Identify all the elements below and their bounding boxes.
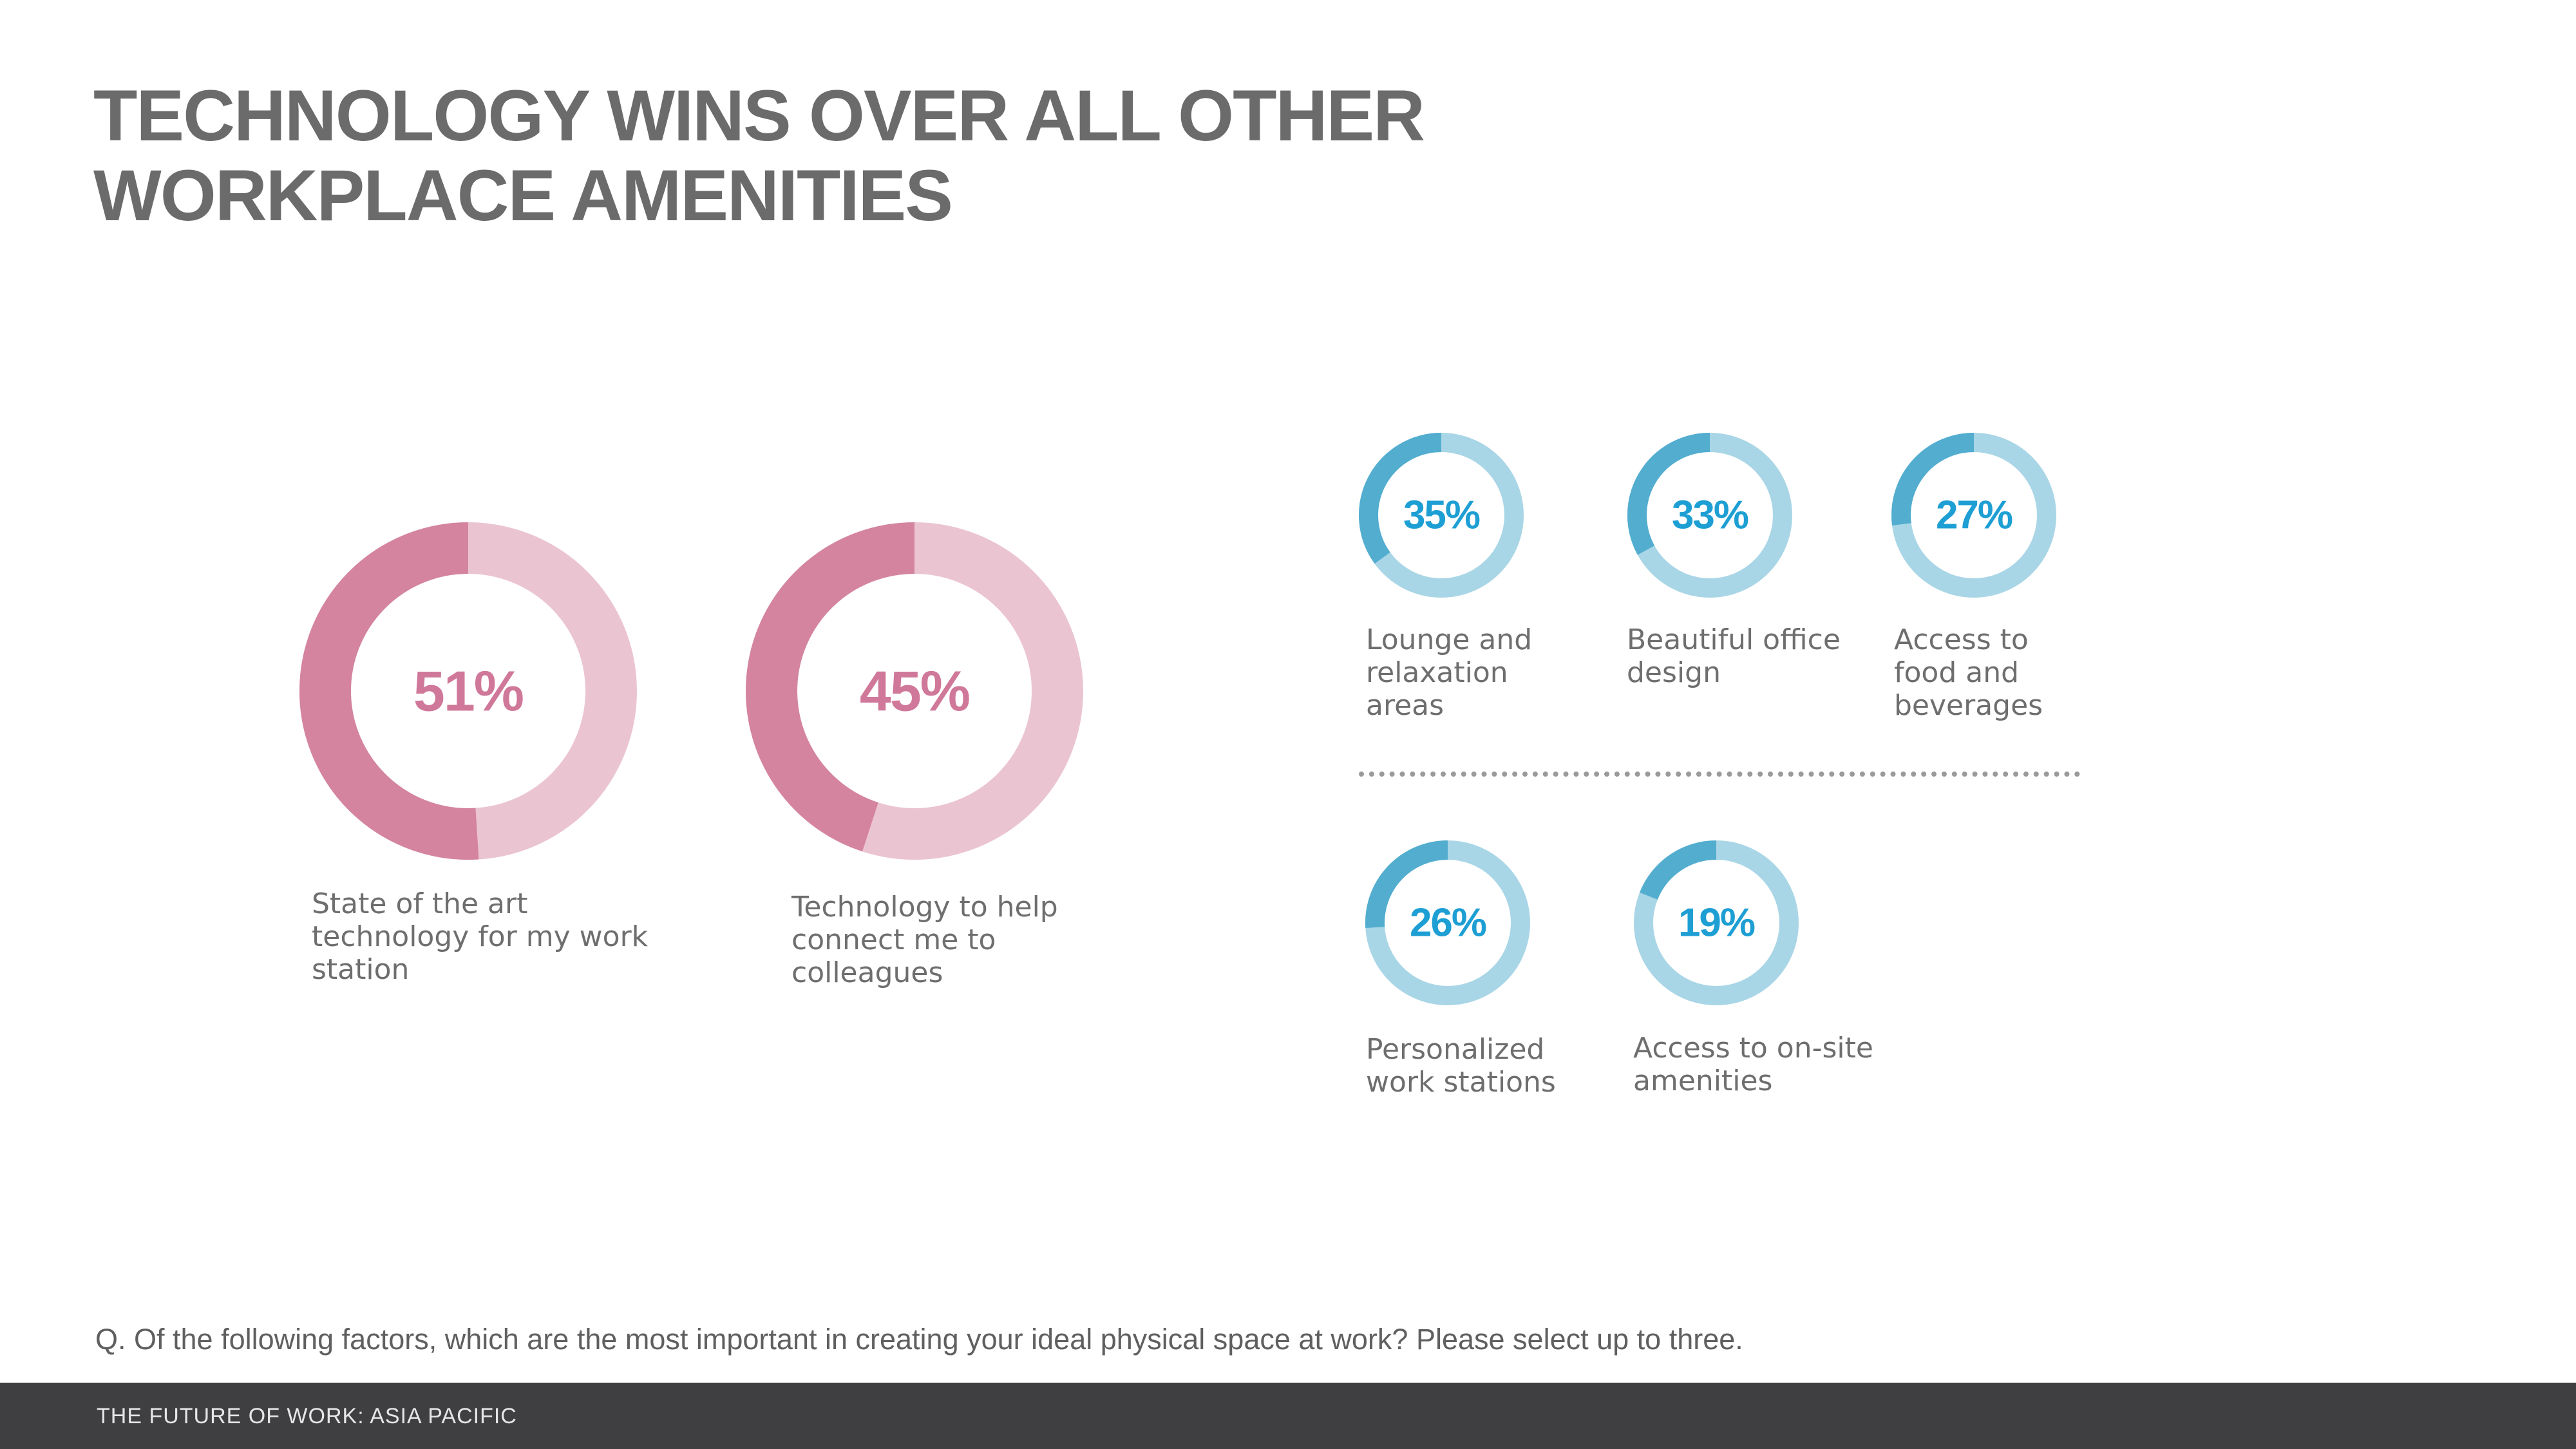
label-office-design: Beautiful office design — [1627, 623, 1841, 689]
donut-office-design: 33% — [1627, 433, 1792, 598]
donut-value-label: 27% — [1936, 493, 2012, 538]
donut-value-arc — [1891, 433, 1975, 526]
donut-technology-connect: 45% — [746, 522, 1083, 860]
dotted-divider — [1359, 772, 2080, 777]
donut-value-label: 26% — [1410, 901, 1486, 945]
donut-value-arc — [299, 522, 479, 860]
donut-value-label: 35% — [1403, 493, 1480, 538]
footer-bar: THE FUTURE OF WORK: ASIA PACIFIC — [0, 1383, 2576, 1449]
survey-question: Q. Of the following factors, which are t… — [95, 1323, 1743, 1356]
label-state-of-the-art: State of the art technology for my work … — [312, 887, 649, 986]
donut-lounge: 35% — [1359, 433, 1524, 598]
label-technology-connect: Technology to help connect me to colleag… — [791, 891, 1058, 989]
title-line-1: TECHNOLOGY WINS OVER ALL OTHER — [93, 75, 1425, 156]
donut-value-arc — [1627, 433, 1710, 555]
label-food-beverages: Access to food and beverages — [1894, 623, 2043, 722]
donut-value-arc — [1365, 840, 1448, 929]
label-onsite-amenities: Access to on-site amenities — [1633, 1032, 1873, 1097]
donut-value-arc — [746, 522, 915, 852]
donut-food-beverages: 27% — [1891, 433, 2056, 598]
label-personalized: Personalized work stations — [1366, 1033, 1556, 1099]
title-line-2: WORKPLACE AMENITIES — [93, 155, 953, 236]
label-lounge: Lounge and relaxation areas — [1366, 623, 1533, 722]
donut-state-of-the-art: 51% — [299, 522, 637, 860]
donut-value-arc — [1639, 840, 1717, 900]
donut-value-label: 19% — [1678, 901, 1755, 945]
donut-value-label: 45% — [860, 659, 969, 723]
footer-text: THE FUTURE OF WORK: ASIA PACIFIC — [97, 1404, 517, 1428]
page-title: TECHNOLOGY WINS OVER ALL OTHER WORKPLACE… — [93, 76, 1768, 236]
donut-value-label: 33% — [1672, 493, 1748, 538]
donut-value-arc — [1359, 433, 1442, 564]
donut-personalized: 26% — [1365, 840, 1530, 1005]
donut-value-label: 51% — [413, 659, 523, 723]
donut-onsite-amenities: 19% — [1634, 840, 1799, 1005]
